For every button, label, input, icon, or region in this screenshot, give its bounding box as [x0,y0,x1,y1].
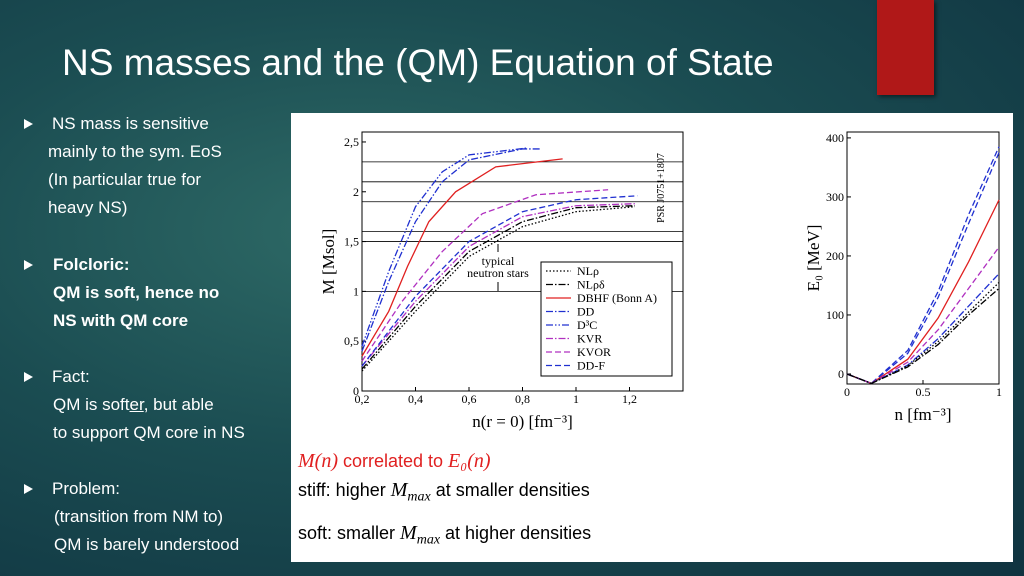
y-tick-label: 400 [826,131,844,145]
text: correlated to [337,451,449,471]
y-tick-label: 0 [353,384,359,398]
y-tick-label: 0 [838,367,844,381]
text: , but able [143,395,214,414]
x-axis-label: n(r = 0) [fm⁻³] [472,412,573,431]
text: at higher densities [440,523,592,543]
caption: soft: smaller Mmax at higher densities [298,522,591,549]
math: max [407,489,431,505]
bullet-marker [24,260,33,270]
legend-label: NLρ [577,264,599,278]
annotation: typical [482,254,515,268]
bullet-text: mainly to the sym. EoS [48,142,222,161]
bullet-text: Folcloric: [53,255,130,274]
x-tick-label: 1 [573,392,579,406]
bullet-text: QM is softer, but able [53,395,214,415]
series-line [846,152,1000,385]
bullet-text: Problem: [52,479,121,498]
bullet-text: NS with QM core [53,311,189,330]
bullet-marker [24,484,33,494]
x-tick-label: 0,4 [408,392,423,406]
math: E₀(n) [448,450,491,472]
series-line [361,195,638,367]
annotation: neutron stars [467,266,529,280]
series-line [361,205,635,370]
x-tick-label: 0 [844,385,850,399]
text: stiff: higher [298,480,391,500]
math: M [390,479,408,501]
text: soft: smaller [298,523,401,543]
legend-box [540,261,673,377]
series-line [846,246,1000,385]
x-tick-label: 0,2 [355,392,370,406]
decoration [877,0,934,95]
series-line [846,273,1000,385]
bullet-text: heavy NS) [48,198,128,217]
legend-label: DD [577,305,595,319]
bullet-text: (transition from NM to) [54,507,224,526]
bullet-text: QM is soft, hence no [53,283,220,302]
x-tick-label: 1,2 [622,392,637,406]
text: at smaller densities [430,480,590,500]
series-line [846,287,1000,385]
y-tick-label: 2 [353,185,359,199]
series-line [361,147,528,347]
bullet-text: QM is barely understood [54,535,240,554]
y-tick-label: 100 [826,308,844,322]
legend-label: KVOR [577,345,611,359]
bullet-text: (In particular true for [48,170,202,189]
bullet-text: Fact: [52,367,90,386]
legend-label: DBHF (Bonn A) [577,291,657,305]
series-line [361,203,635,367]
legend-label: NLρδ [577,278,605,292]
math: M(n) [298,450,338,472]
bullet-marker [24,372,33,382]
math: M [400,522,417,544]
x-tick-label: 0,8 [515,392,530,406]
y-tick-label: 0,5 [344,334,359,348]
slide-title: NS masses and the (QM) Equation of State [62,42,774,83]
legend-label: KVR [577,332,602,346]
y-tick-label: 300 [826,190,844,204]
x-tick-label: 0,6 [462,392,477,406]
math: max [416,532,441,548]
y-tick-label: 1 [353,284,359,298]
legend-label: DD-F [577,359,605,373]
caption: M(n) correlated to E₀(n) [298,450,491,473]
y-axis-label: M [Msol] [319,229,338,295]
legend-label: D³C [577,318,597,332]
series-line [361,158,563,357]
x-tick-label: 1 [996,385,1002,399]
x-axis-label: n [fm⁻³] [894,405,951,424]
text: er [129,395,144,414]
x-tick-label: 0.5 [916,385,931,399]
y-tick-label: 1,5 [344,235,359,249]
caption: stiff: higher Mmax at smaller densities [298,479,590,506]
bullet-marker [24,119,33,129]
y-tick-label: 200 [826,249,844,263]
y-axis-label: E₀ [MeV] [804,225,823,292]
text: QM is soft [53,395,130,414]
series-line [361,189,609,362]
series-line [361,206,635,372]
series-line [846,282,1000,385]
annotation: PSR J0751+1807 [656,153,667,223]
y-tick-label: 2,5 [344,135,359,149]
series-line [846,146,1000,385]
bullet-text: to support QM core in NS [53,423,245,442]
bullet-text: NS mass is sensitive [52,114,209,133]
